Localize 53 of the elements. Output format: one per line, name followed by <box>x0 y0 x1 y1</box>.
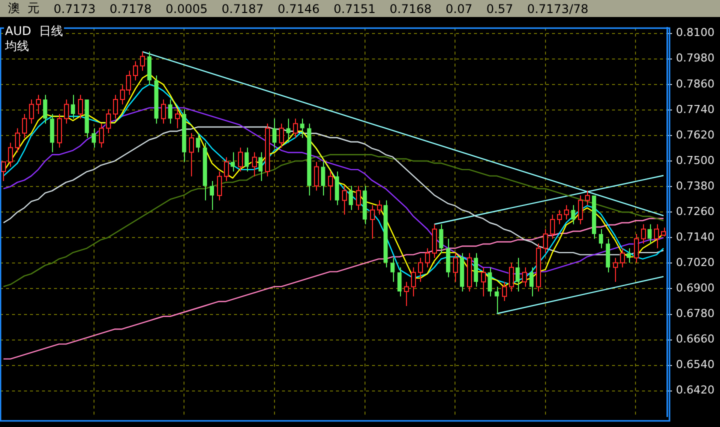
text: 澳 元 <box>8 0 40 17</box>
y-tick-label: 0.7980 <box>676 52 714 65</box>
candlestick <box>571 204 576 225</box>
chart-title: AUD 日线 <box>4 23 64 40</box>
text: 均线 <box>4 38 30 55</box>
y-tick-label: 0.8100 <box>676 26 714 40</box>
text: 0.0005 <box>166 2 208 16</box>
y-tick-label: 0.7380 <box>676 179 714 192</box>
candlestick <box>439 224 444 254</box>
text: 0.7168 <box>390 2 432 16</box>
candlestick <box>529 266 534 297</box>
candlestick <box>320 161 326 196</box>
candlestick <box>43 94 48 124</box>
candlestick <box>494 286 499 314</box>
y-tick-label: 0.7860 <box>676 77 714 90</box>
candlestick <box>196 132 200 153</box>
y-tick-label: 0.7140 <box>676 230 714 244</box>
candlestick <box>648 224 652 244</box>
y-tick-label: 0.6420 <box>676 384 714 397</box>
candlestick <box>516 257 520 292</box>
text: 0.7173/78 <box>527 2 588 16</box>
y-tick-label: 0.7500 <box>676 154 714 167</box>
text: 0.7187 <box>222 2 264 16</box>
candlestick <box>397 266 402 297</box>
text: 0.7146 <box>278 2 320 16</box>
candlestick <box>230 152 235 172</box>
text: 0.07 <box>446 2 472 16</box>
candlestick <box>390 257 395 282</box>
candlestick <box>244 147 249 172</box>
y-tick-label: 0.6900 <box>676 282 714 295</box>
y-tick-label: 0.6540 <box>676 358 714 372</box>
text: 0.7178 <box>110 2 152 16</box>
candlestick <box>92 128 96 148</box>
candlestick <box>70 94 76 120</box>
text: 0.7151 <box>334 2 376 16</box>
text: 0.7173 <box>54 2 96 16</box>
y-tick-label: 0.6660 <box>676 332 714 346</box>
candlestick <box>598 228 604 249</box>
candlestick <box>606 238 610 273</box>
candlestick <box>348 185 353 210</box>
y-tick-label: 0.7740 <box>676 102 714 116</box>
candlestick <box>258 152 263 182</box>
y-tick-label: 0.7260 <box>676 204 714 218</box>
y-tick-label: 0.7620 <box>676 128 714 142</box>
candlestick <box>272 118 277 148</box>
candlestick <box>488 266 492 297</box>
y-tick-label: 0.6780 <box>676 307 714 320</box>
y-tick-label: 0.7020 <box>676 256 714 270</box>
candlestick <box>626 248 631 264</box>
candlestick <box>168 99 172 124</box>
candlestick <box>300 118 304 138</box>
candlestick <box>210 180 214 210</box>
text: 0.57 <box>486 2 514 16</box>
